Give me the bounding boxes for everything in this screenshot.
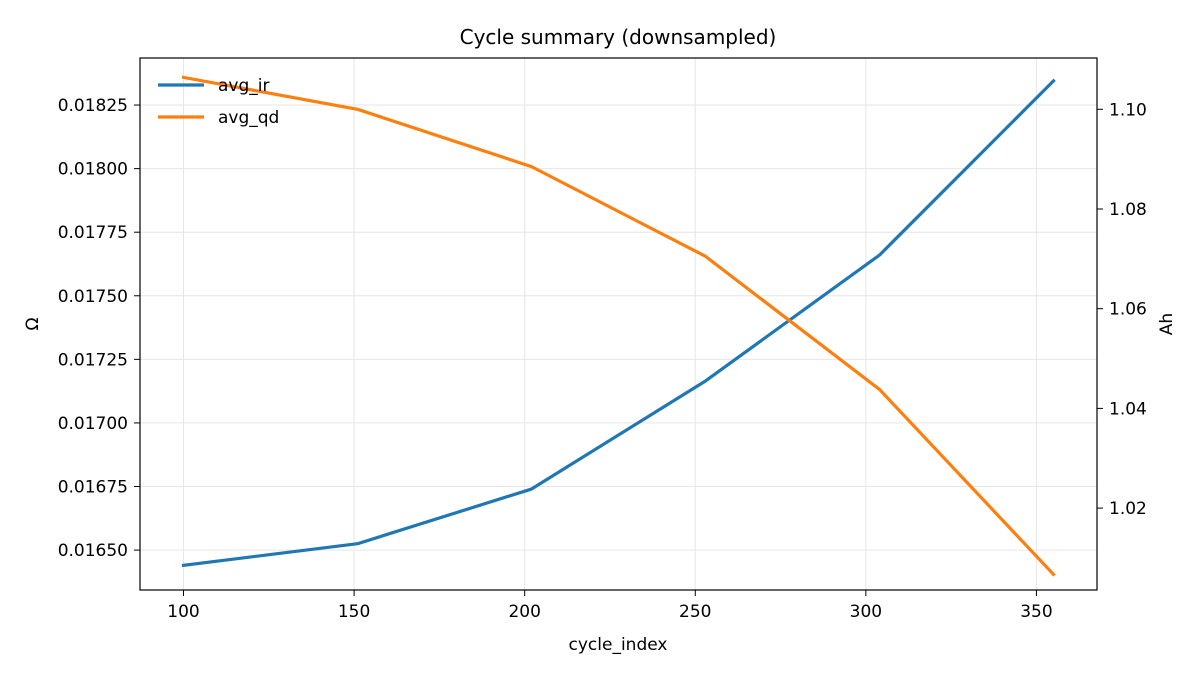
series-line-avg_qd: [181, 75, 1056, 577]
y-left-tick-label: 0.01750: [58, 287, 128, 307]
y-right-tick-label: 1.10: [1109, 100, 1147, 120]
y-left-tick-label: 0.01725: [58, 350, 128, 370]
chart-title: Cycle summary (downsampled): [460, 25, 777, 49]
y-axis-left: 0.01650 0.01675 0.01700 0.01725 0.01750 0.017…: [58, 96, 140, 561]
y-left-tick-label: 0.01700: [58, 414, 128, 434]
legend-label-avg_qd: avg_qd: [218, 108, 279, 128]
x-tick-label: 150: [338, 602, 370, 622]
x-axis: 100 150 200 250 300 350: [167, 590, 1053, 622]
y-right-tick-label: 1.06: [1109, 300, 1147, 320]
x-tick-label: 300: [850, 602, 882, 622]
x-tick-label: 250: [679, 602, 711, 622]
x-axis-label: cycle_index: [569, 635, 668, 655]
plot-frame: [139, 57, 1098, 591]
legend: avg_ir avg_qd: [158, 76, 279, 128]
y-axis-left-label: Ω: [23, 318, 43, 331]
y-right-tick-label: 1.02: [1109, 499, 1147, 519]
series-line-avg_ir: [181, 78, 1056, 568]
y-axis-right: 1.02 1.04 1.06 1.08 1.10: [1097, 100, 1147, 519]
series-layer: [181, 75, 1056, 577]
y-left-tick-label: 0.01775: [58, 223, 128, 243]
legend-label-avg_ir: avg_ir: [218, 76, 269, 96]
x-tick-label: 100: [167, 602, 199, 622]
y-left-tick-label: 0.01675: [58, 477, 128, 497]
y-right-tick-label: 1.08: [1109, 200, 1147, 220]
x-tick-label: 200: [508, 602, 540, 622]
y-left-tick-label: 0.01800: [58, 160, 128, 180]
y-axis-right-label: Ah: [1157, 313, 1177, 335]
y-right-tick-label: 1.04: [1109, 399, 1147, 419]
grid: [140, 58, 1097, 590]
y-left-tick-label: 0.01825: [58, 96, 128, 116]
y-left-tick-label: 0.01650: [58, 541, 128, 561]
x-tick-label: 350: [1020, 602, 1052, 622]
